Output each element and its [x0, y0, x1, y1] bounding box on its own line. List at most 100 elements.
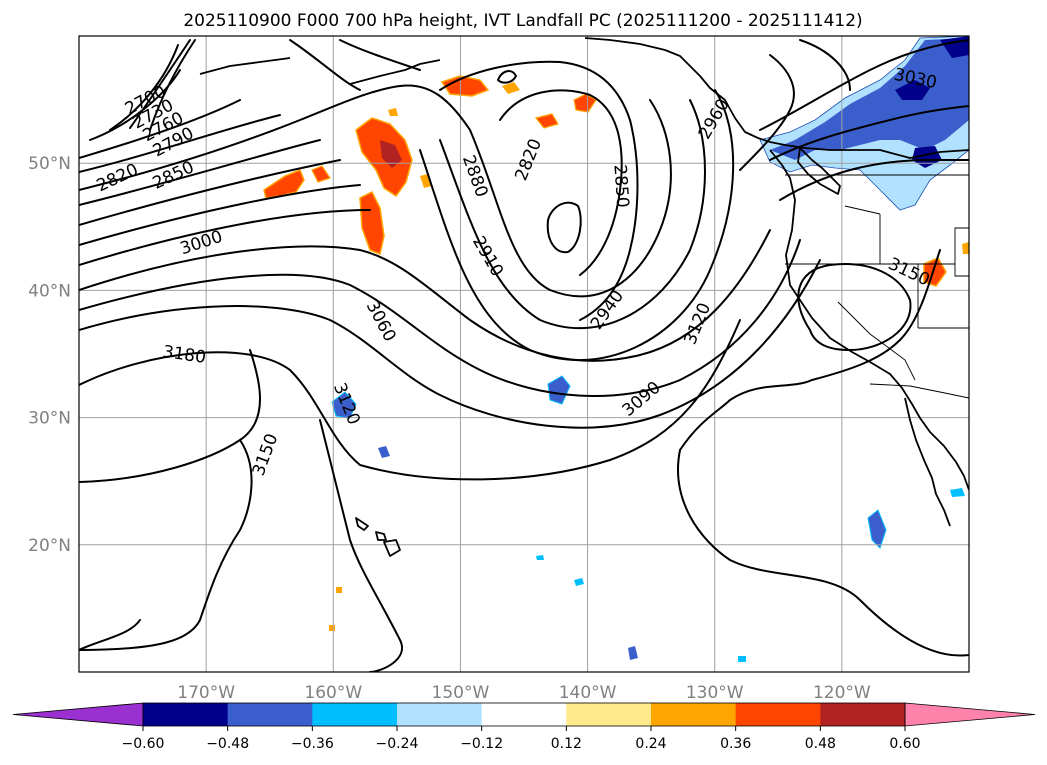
contour-low-center: [546, 201, 582, 254]
ivt-region-interior: [923, 257, 947, 287]
contour-3030: [79, 229, 771, 362]
ivt-positive-shading: [263, 75, 969, 631]
ca-nv-border: [837, 301, 916, 381]
ivt-spot-4: [536, 555, 544, 560]
gridlines: [79, 36, 969, 672]
latitude-labels: 20°N 30°N 40°N 50°N: [28, 154, 71, 556]
lat-tick-label: 30°N: [28, 409, 71, 429]
contour-2940-west: [79, 159, 341, 226]
colorbar-tick-label: 0.12: [551, 736, 582, 752]
ivt-spot-aleutian-2: [502, 82, 520, 94]
longitude-labels: 170°W 160°W 150°W 140°W 130°W 120°W: [177, 683, 871, 703]
contour-2850-west: [79, 114, 281, 173]
alaska-peninsula: [349, 59, 441, 85]
contour-2880-trough: [469, 99, 672, 298]
colorbar-tick-label: 0.24: [635, 736, 666, 752]
contour-3150-south: [79, 439, 253, 651]
height-contours: [79, 39, 969, 672]
contour-2910-trough: [439, 99, 706, 330]
contour-3180-south: [79, 619, 141, 651]
colorbar-tick-label: −0.60: [122, 736, 165, 752]
contour-3120-south: [677, 449, 969, 657]
lat-tick-label: 50°N: [28, 154, 71, 174]
contour-2910-west: [79, 139, 321, 206]
lon-tick-label: 130°W: [686, 683, 744, 703]
colorbar-bin: [651, 703, 737, 726]
colorbar-frame: [142, 702, 906, 727]
contour-3150-hawaii: [319, 419, 403, 672]
colorbar-tick-label: −0.12: [460, 736, 503, 752]
colorbar-extend-high: [904, 702, 1036, 727]
lon-tick-label: 140°W: [559, 683, 617, 703]
vancouver-island: [797, 147, 841, 195]
ivt-region-baja: [867, 509, 887, 549]
colorbar-tick-label: 0.60: [889, 736, 920, 752]
state-border-6: [844, 205, 881, 215]
hawaii-big-island: [383, 539, 401, 557]
ivt-spot-west-2: [311, 165, 331, 183]
contour-3150-east: [679, 249, 941, 451]
baja-coastline: [904, 397, 951, 527]
ivt-spot-6: [950, 488, 965, 497]
contour-2850-trough: [439, 60, 639, 321]
colorbar-bin: [735, 703, 821, 726]
ivt-region-gulf-alaska-west-core: [380, 140, 402, 168]
contour-3150-west: [79, 349, 261, 483]
contour-2820-west: [79, 99, 241, 159]
contour-2730: [129, 39, 191, 129]
contour-2880-north: [289, 39, 361, 91]
colorbar-tick-label: −0.48: [206, 736, 249, 752]
colorbar-bin: [566, 703, 652, 726]
lon-tick-label: 120°W: [813, 683, 871, 703]
contour-2940-trough: [419, 89, 735, 361]
ivt-spot-3: [574, 578, 584, 586]
ivt-spot-2: [628, 646, 638, 660]
ivt-region-northeast-max3: [912, 146, 942, 168]
ivt-spot-1: [378, 446, 390, 458]
colorbar-tick-label: 0.36: [720, 736, 751, 752]
contour-label: 2850: [609, 164, 632, 209]
ivt-spot-east: [962, 242, 969, 254]
ivt-region-northeast-max: [895, 80, 930, 100]
aleutian-islands: [199, 57, 291, 75]
lon-tick-label: 160°W: [304, 683, 362, 703]
colorbar-tick-label: −0.24: [376, 736, 419, 752]
colorbar-extend-low: [12, 702, 144, 727]
contour-2990-north: [739, 54, 795, 171]
contour-3120: [79, 319, 741, 481]
lat-tick-label: 40°N: [28, 281, 71, 301]
contour-3060-north: [769, 105, 969, 161]
us-mexico-border: [869, 383, 969, 399]
contour-2820-trough: [499, 89, 623, 276]
colorbar-tick-label: 0.48: [805, 736, 836, 752]
ivt-spot-5: [738, 656, 746, 662]
contour-3000-north: [799, 39, 851, 91]
contour-3090-north: [779, 159, 969, 201]
contour-2910-north: [339, 39, 421, 71]
ivt-region-hawaii-north: [331, 391, 357, 419]
colorbar: −0.60 −0.48 −0.36 −0.24 −0.12 0.12 0.24 0.36 0.4…: [12, 702, 1036, 752]
ivt-spot-gulf-4: [388, 108, 398, 116]
lon-tick-label: 150°W: [432, 683, 490, 703]
hawaii-kauai: [355, 517, 369, 531]
lat-tick-label: 20°N: [28, 536, 71, 556]
lon-tick-label: 170°W: [177, 683, 235, 703]
political-borders: [785, 174, 969, 399]
ivt-spot-gulf-2: [573, 93, 597, 113]
plot-title: 2025110900 F000 700 hPa height, IVT Land…: [183, 11, 862, 31]
colorbar-bin: [227, 703, 313, 726]
ivt-region-central-north: [359, 190, 385, 256]
colorbar-bin: [481, 703, 567, 726]
contour-3000-west: [79, 209, 371, 266]
ivt-spot-gulf-1: [534, 113, 559, 129]
coastlines: [199, 37, 969, 557]
colorbar-tick-label: −0.36: [291, 736, 334, 752]
colorbar-bin: [397, 703, 483, 726]
contour-2970-west: [79, 184, 361, 246]
map-frame: [78, 35, 970, 673]
ivt-spot-south-2: [329, 625, 335, 631]
ivt-region-northeast-core: [770, 38, 969, 160]
state-border-5: [954, 227, 969, 277]
ivt-negative-shading: [331, 36, 969, 662]
